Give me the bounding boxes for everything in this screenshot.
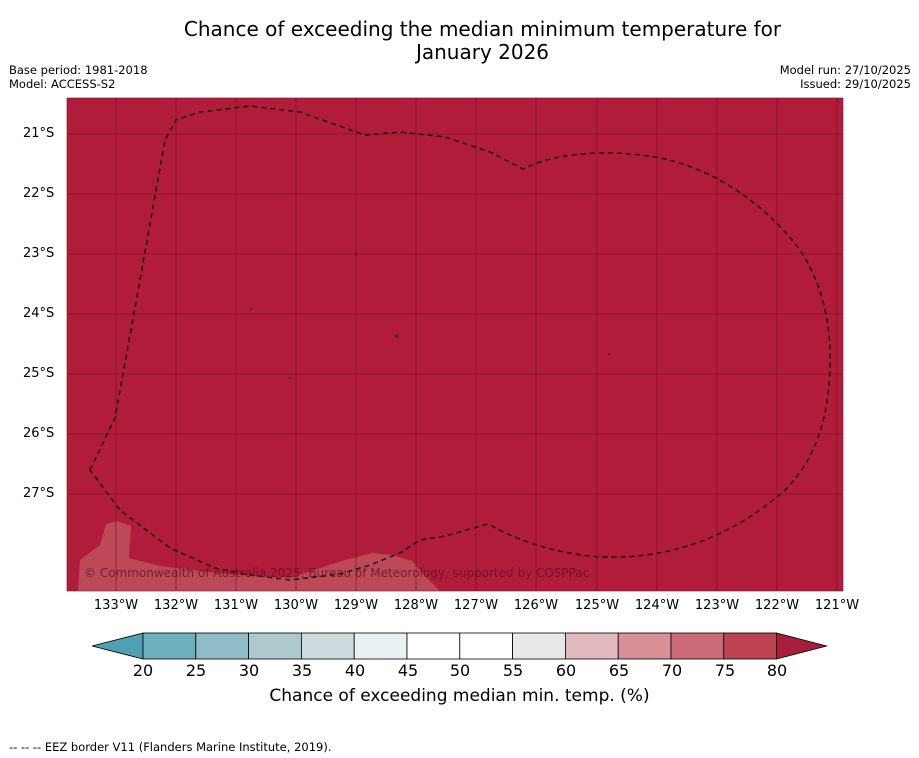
small-islets (250, 253, 610, 379)
lon-label: 133°W (93, 598, 139, 613)
colorbar-tick: 55 (502, 661, 524, 680)
model-name: Model: ACCESS-S2 (9, 77, 116, 91)
colorbar-tick: 50 (449, 661, 471, 680)
title-line-2: January 2026 (415, 40, 550, 64)
lat-label: 25°S (23, 366, 55, 381)
lon-label: 132°W (153, 598, 199, 613)
colorbar-label: Chance of exceeding median min. temp. (%… (269, 686, 650, 706)
colorbar-segment (459, 632, 513, 660)
colorbar-tick: 80 (766, 661, 788, 680)
colorbar-tick: 60 (555, 661, 577, 680)
colorbar-tick: 20 (132, 661, 154, 680)
lon-label: 131°W (213, 598, 259, 613)
lon-label: 130°W (273, 598, 319, 613)
map-frame (66, 97, 844, 592)
colorbar-segment (617, 632, 672, 660)
chart-title: Chance of exceeding the median minimum t… (0, 18, 919, 64)
colorbar-segment (565, 632, 619, 660)
graticule (67, 98, 843, 591)
colorbar-tick: 30 (238, 661, 260, 680)
issued-date: Issued: 29/10/2025 (800, 77, 911, 91)
colorbar-segment (195, 632, 250, 660)
eez-legend-note: -- -- -- EEZ border V11 (Flanders Marine… (9, 740, 332, 754)
lat-label: 21°S (23, 126, 55, 141)
lon-label: 126°W (513, 598, 559, 613)
map-background (67, 98, 843, 591)
lon-label: 123°W (694, 598, 740, 613)
lat-label: 26°S (23, 426, 55, 441)
lat-label: 24°S (23, 306, 55, 321)
model-run: Model run: 27/10/2025 (779, 63, 911, 77)
island-land (78, 521, 440, 591)
colorbar-segment (406, 632, 461, 660)
colorbar-tick: 75 (714, 661, 736, 680)
colorbar-extend-low (91, 632, 144, 660)
lon-label: 122°W (754, 598, 800, 613)
colorbar-segment (300, 632, 355, 660)
colorbar-tick: 45 (397, 661, 419, 680)
lat-label: 23°S (23, 246, 55, 261)
colorbar-tick: 70 (661, 661, 683, 680)
copyright-notice: © Commonwealth of Australia 2025, Bureau… (84, 566, 590, 580)
colorbar-segment (353, 632, 408, 660)
lon-label: 124°W (634, 598, 680, 613)
colorbar-segment (512, 632, 566, 660)
colorbar-segment (142, 632, 197, 660)
colorbar-tick: 25 (185, 661, 207, 680)
meta-right: Model run: 27/10/2025 Issued: 29/10/2025 (780, 63, 911, 91)
eez-border (89, 105, 831, 581)
lon-label: 127°W (453, 598, 499, 613)
colorbar-extend-high (776, 632, 829, 660)
colorbar-segments (91, 632, 829, 660)
lon-label: 129°W (333, 598, 379, 613)
colorbar-segment (670, 632, 725, 660)
lon-label: 125°W (574, 598, 620, 613)
base-period: Base period: 1981-2018 (9, 63, 148, 77)
colorbar-segment (723, 632, 777, 660)
lat-label: 27°S (23, 486, 55, 501)
colorbar-tick: 40 (344, 661, 366, 680)
title-line-1: Chance of exceeding the median minimum t… (183, 17, 782, 41)
colorbar-segment (248, 632, 302, 660)
lon-label: 121°W (814, 598, 860, 613)
lat-label: 22°S (23, 186, 55, 201)
meta-left: Base period: 1981-2018 Model: ACCESS-S2 (9, 63, 148, 91)
colorbar-tick: 65 (608, 661, 630, 680)
lon-label: 128°W (393, 598, 439, 613)
colorbar-tick: 35 (291, 661, 313, 680)
